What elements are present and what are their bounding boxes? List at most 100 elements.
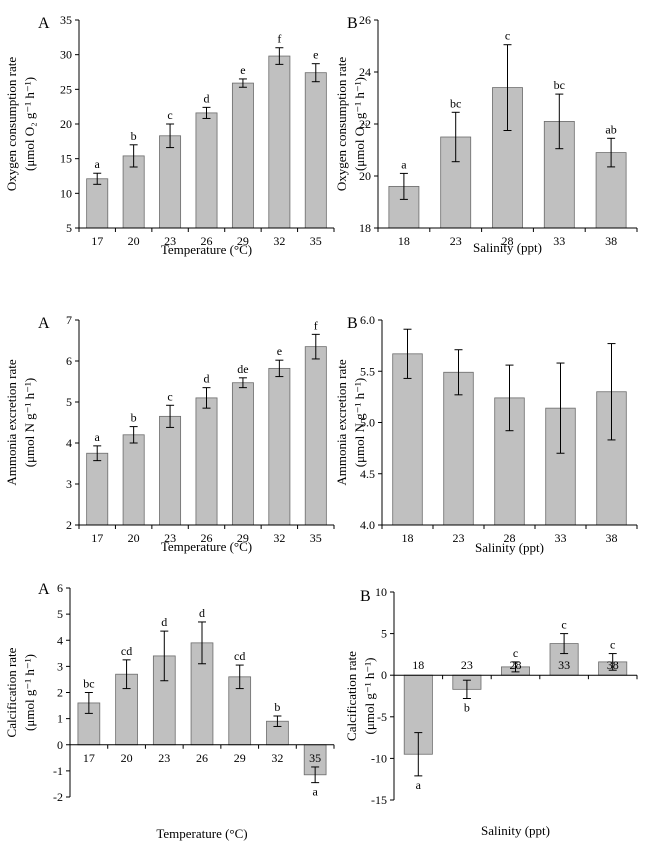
y-tick-label: 4.5: [360, 467, 375, 481]
significance-letter: c: [505, 29, 510, 43]
bar: [268, 55, 291, 229]
significance-letter: b: [464, 700, 470, 714]
panel-label: B: [347, 15, 358, 32]
x-axis-label: Salinity (ppt): [475, 540, 544, 555]
y-axis-label: (μmol O₂ g⁻¹ h⁻¹): [22, 77, 37, 171]
y-tick-label: 0: [57, 738, 63, 752]
y-tick-label: 6: [66, 354, 72, 368]
significance-letter: a: [95, 430, 101, 444]
x-tick-label: 23: [164, 234, 176, 248]
y-tick-label: 3: [66, 477, 72, 491]
x-tick-label: 35: [310, 531, 322, 545]
x-tick-label: 17: [91, 531, 103, 545]
y-tick-label: 10: [375, 585, 387, 599]
x-tick-label: 28: [502, 234, 514, 248]
significance-letter: d: [199, 606, 205, 620]
x-tick-label: 23: [461, 658, 473, 672]
panel-label: B: [360, 588, 371, 605]
y-tick-label: 0: [381, 668, 387, 682]
y-tick-label: -5: [377, 710, 387, 724]
x-tick-label: 33: [558, 658, 570, 672]
y-tick-label: -10: [371, 751, 387, 765]
bar: [392, 353, 423, 526]
y-tick-label: 2: [57, 686, 63, 700]
panel-label: A: [38, 315, 50, 332]
y-axis-label: Calcification rate: [4, 647, 19, 737]
significance-letter: c: [167, 108, 172, 122]
y-tick-label: 26: [359, 13, 371, 27]
bar: [231, 382, 254, 526]
x-tick-label: 20: [128, 234, 140, 248]
y-tick-label: 22: [359, 117, 371, 131]
significance-letter: f: [314, 318, 318, 332]
y-axis-label: (μmol g⁻¹ h⁻¹): [22, 654, 37, 731]
x-tick-label: 28: [504, 531, 516, 545]
y-tick-label: -1: [53, 764, 63, 778]
x-axis-label: Temperature (°C): [161, 242, 252, 257]
bar: [195, 112, 218, 229]
y-axis-label: (μmol g⁻¹ h⁻¹): [362, 658, 377, 735]
panel-label: A: [38, 15, 50, 32]
panel-label: A: [38, 581, 50, 598]
y-tick-label: 5.0: [360, 416, 375, 430]
x-tick-label: 32: [271, 751, 283, 765]
bar: [122, 434, 145, 526]
x-tick-label: 18: [402, 531, 414, 545]
y-tick-label: -2: [53, 790, 63, 804]
y-tick-label: 35: [60, 13, 72, 27]
y-tick-label: 30: [60, 48, 72, 62]
significance-letter: bc: [83, 677, 94, 691]
chart-oxy-sal: Ba bc c bc ab 18 20 22 24 26 18 23 28 33 38 Salinity (p…: [334, 13, 638, 255]
x-tick-label: 23: [450, 234, 462, 248]
x-tick-label: 20: [128, 531, 140, 545]
significance-letter: cd: [234, 649, 245, 663]
y-tick-label: 3: [57, 659, 63, 673]
bar: [304, 346, 327, 526]
bar: [195, 397, 218, 526]
x-tick-label: 28: [510, 658, 522, 672]
bar: [231, 82, 254, 229]
y-tick-label: 24: [359, 65, 371, 79]
y-tick-label: 5: [66, 395, 72, 409]
x-tick-label: 38: [605, 234, 617, 248]
chart-amm-sal: B 4.0 4.5 5.0 5.5 6.0 18 23 28 33 38 Salinity (ppt)…: [334, 313, 638, 555]
x-tick-label: 17: [83, 751, 95, 765]
significance-letter: a: [401, 157, 407, 171]
y-tick-label: 20: [359, 169, 371, 183]
bar: [159, 415, 182, 526]
y-tick-label: 5: [66, 221, 72, 235]
significance-letter: bc: [450, 96, 461, 110]
y-tick-label: 5: [381, 627, 387, 641]
significance-letter: cd: [121, 644, 132, 658]
significance-letter: a: [95, 157, 101, 171]
x-tick-label: 23: [158, 751, 170, 765]
significance-letter: c: [610, 638, 615, 652]
bar: [268, 367, 291, 526]
y-tick-label: 10: [60, 186, 72, 200]
x-axis-label: Temperature (°C): [161, 539, 252, 554]
y-axis-label: Ammonia excretion rate: [4, 359, 19, 486]
x-tick-label: 29: [234, 751, 246, 765]
y-tick-label: 20: [60, 117, 72, 131]
significance-letter: c: [561, 618, 566, 632]
significance-letter: f: [277, 32, 281, 46]
y-tick-label: 6: [57, 581, 63, 595]
bar: [304, 72, 327, 229]
x-tick-label: 29: [237, 234, 249, 248]
significance-letter: c: [167, 389, 172, 403]
x-tick-label: 33: [553, 234, 565, 248]
y-axis-label: Calcification rate: [344, 651, 359, 741]
y-tick-label: 18: [359, 221, 371, 235]
x-tick-label: 32: [273, 234, 285, 248]
y-tick-label: 25: [60, 82, 72, 96]
y-axis-label: (μmol N g⁻¹ h⁻¹): [22, 378, 37, 468]
significance-letter: d: [204, 372, 210, 386]
y-tick-label: 2: [66, 518, 72, 532]
y-tick-label: 6.0: [360, 313, 375, 327]
y-axis-label: Ammonia excretion rate: [334, 359, 349, 486]
significance-letter: ab: [605, 122, 616, 136]
x-tick-label: 32: [273, 531, 285, 545]
x-tick-label: 23: [164, 531, 176, 545]
